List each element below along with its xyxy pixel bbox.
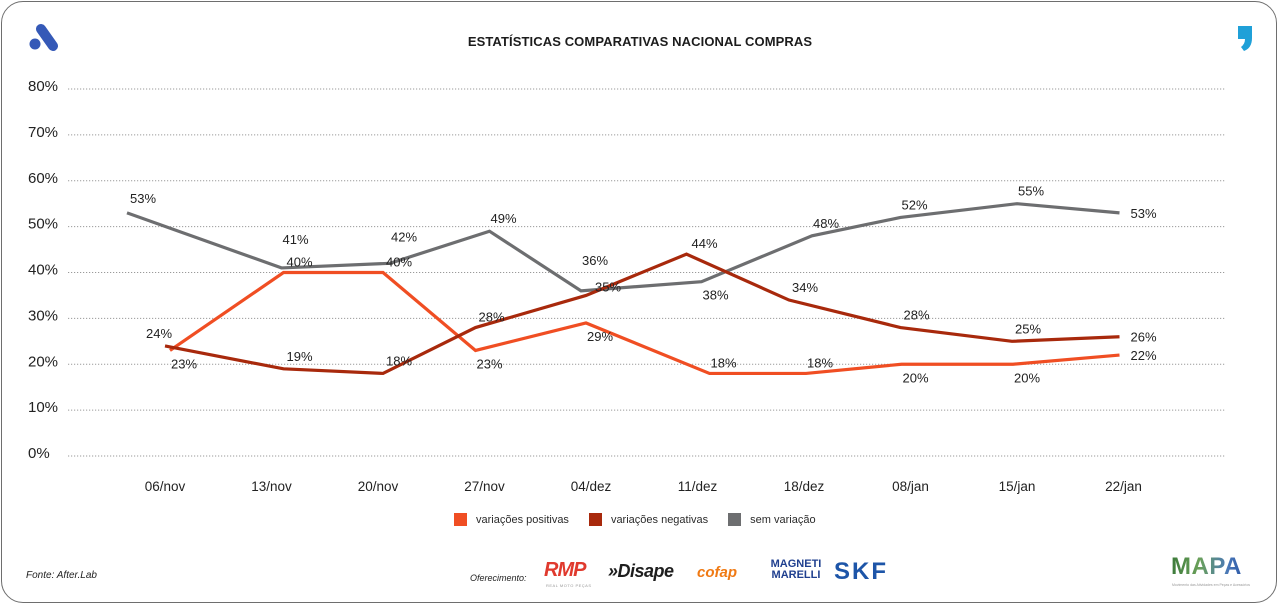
rmp-logo-subtitle: REAL MOTO PEÇAS <box>546 583 592 588</box>
legend-label-negativas: variações negativas <box>610 513 709 526</box>
legend-swatch-positivas <box>454 513 467 526</box>
data-label: 20% <box>1014 370 1040 385</box>
x-tick-label: 06/nov <box>145 479 186 494</box>
x-tick-label: 20/nov <box>358 479 399 494</box>
x-axis-ticks: 06/nov 13/nov 20/nov 27/nov 04/dez 11/dez 18/d… <box>145 479 1142 494</box>
y-tick-label: 80% <box>28 78 58 95</box>
data-label: 18% <box>807 355 833 370</box>
data-label: 41% <box>282 232 308 247</box>
x-tick-label: 18/dez <box>784 479 825 494</box>
y-tick-label: 30% <box>28 307 58 324</box>
data-labels: 23% 40% 40% 23% 29% 18% 18% 20% 20% 22% 24% 19% 18% 2… <box>130 184 1157 386</box>
y-tick-label: 70% <box>28 124 58 141</box>
data-label: 23% <box>476 356 502 371</box>
x-tick-label: 15/jan <box>999 479 1036 494</box>
data-label: 55% <box>1018 184 1044 199</box>
sponsor-label: Oferecimento: <box>470 573 527 583</box>
x-tick-label: 27/nov <box>464 479 505 494</box>
chart-title: ESTATÍSTICAS COMPARATIVAS NACIONAL COMPR… <box>467 34 813 49</box>
series-line-2 <box>126 202 1120 293</box>
gridlines <box>68 88 1225 457</box>
cofap-logo: cofap <box>697 564 738 581</box>
legend-item-sem-variacao: sem variação <box>728 513 816 526</box>
x-tick-label: 11/dez <box>678 479 718 494</box>
skf-logo: SKF <box>834 558 888 585</box>
data-label: 42% <box>391 229 417 244</box>
x-tick-label: 04/dez <box>571 479 612 494</box>
data-label: 28% <box>903 308 929 323</box>
data-label: 20% <box>902 370 928 385</box>
mapa-logo: MAPA <box>1171 553 1242 580</box>
mapa-logo-subtitle: Movimento das Atividades em Peças e Aces… <box>1172 583 1251 587</box>
data-label: 48% <box>813 216 839 231</box>
x-tick-label: 13/nov <box>251 479 292 494</box>
series-line-0 <box>169 270 1120 376</box>
data-label: 18% <box>386 353 412 368</box>
data-label: 38% <box>702 288 728 303</box>
data-label: 25% <box>1015 321 1041 336</box>
y-tick-label: 20% <box>28 353 58 370</box>
data-label: 53% <box>130 191 156 206</box>
y-tick-label: 50% <box>28 216 58 233</box>
a-logo-icon <box>29 24 58 51</box>
data-label: 34% <box>792 280 818 295</box>
legend-item-positivas: variações positivas <box>454 513 569 526</box>
magneti-marelli-logo: MAGNETI MARELLI <box>770 558 822 581</box>
source-note: Fonte: After.Lab <box>26 570 97 581</box>
data-label: 44% <box>691 236 717 251</box>
data-label: 24% <box>146 326 172 341</box>
data-label: 40% <box>286 255 312 270</box>
data-label: 52% <box>901 197 927 212</box>
rmp-logo: RMP <box>544 559 586 581</box>
legend-swatch-negativas <box>588 513 602 526</box>
data-label: 28% <box>478 310 504 325</box>
series-line-1 <box>164 252 1120 376</box>
data-label: 53% <box>1130 206 1156 221</box>
data-label: 26% <box>1130 330 1156 345</box>
x-tick-label: 08/jan <box>892 479 929 494</box>
y-tick-label: 10% <box>28 399 58 416</box>
data-label: 49% <box>490 211 516 226</box>
y-tick-label: 0% <box>28 445 50 462</box>
comma-logo-icon <box>1238 26 1252 51</box>
data-label: 18% <box>710 355 736 370</box>
y-tick-label: 60% <box>28 170 58 187</box>
data-label: 19% <box>286 349 312 364</box>
legend-swatch-sem-variacao <box>728 513 742 526</box>
x-tick-label: 22/jan <box>1105 479 1142 494</box>
legend: variações positivas variações negativas … <box>454 513 836 526</box>
series-lines <box>126 202 1120 376</box>
legend-item-negativas: variações negativas <box>588 513 709 526</box>
data-label: 36% <box>582 253 608 268</box>
data-label: 29% <box>587 329 613 344</box>
legend-label-positivas: variações positivas <box>476 513 569 526</box>
data-label: 23% <box>171 356 197 371</box>
disape-logo: »Disape <box>608 561 674 581</box>
data-label: 22% <box>1130 348 1156 363</box>
y-axis-ticks: 0% 10% 20% 30% 40% 50% 60% 70% 80% <box>28 78 58 462</box>
legend-label-sem-variacao: sem variação <box>750 513 816 526</box>
data-label: 40% <box>386 255 412 270</box>
y-tick-label: 40% <box>28 262 58 279</box>
data-label: 35% <box>595 279 621 294</box>
